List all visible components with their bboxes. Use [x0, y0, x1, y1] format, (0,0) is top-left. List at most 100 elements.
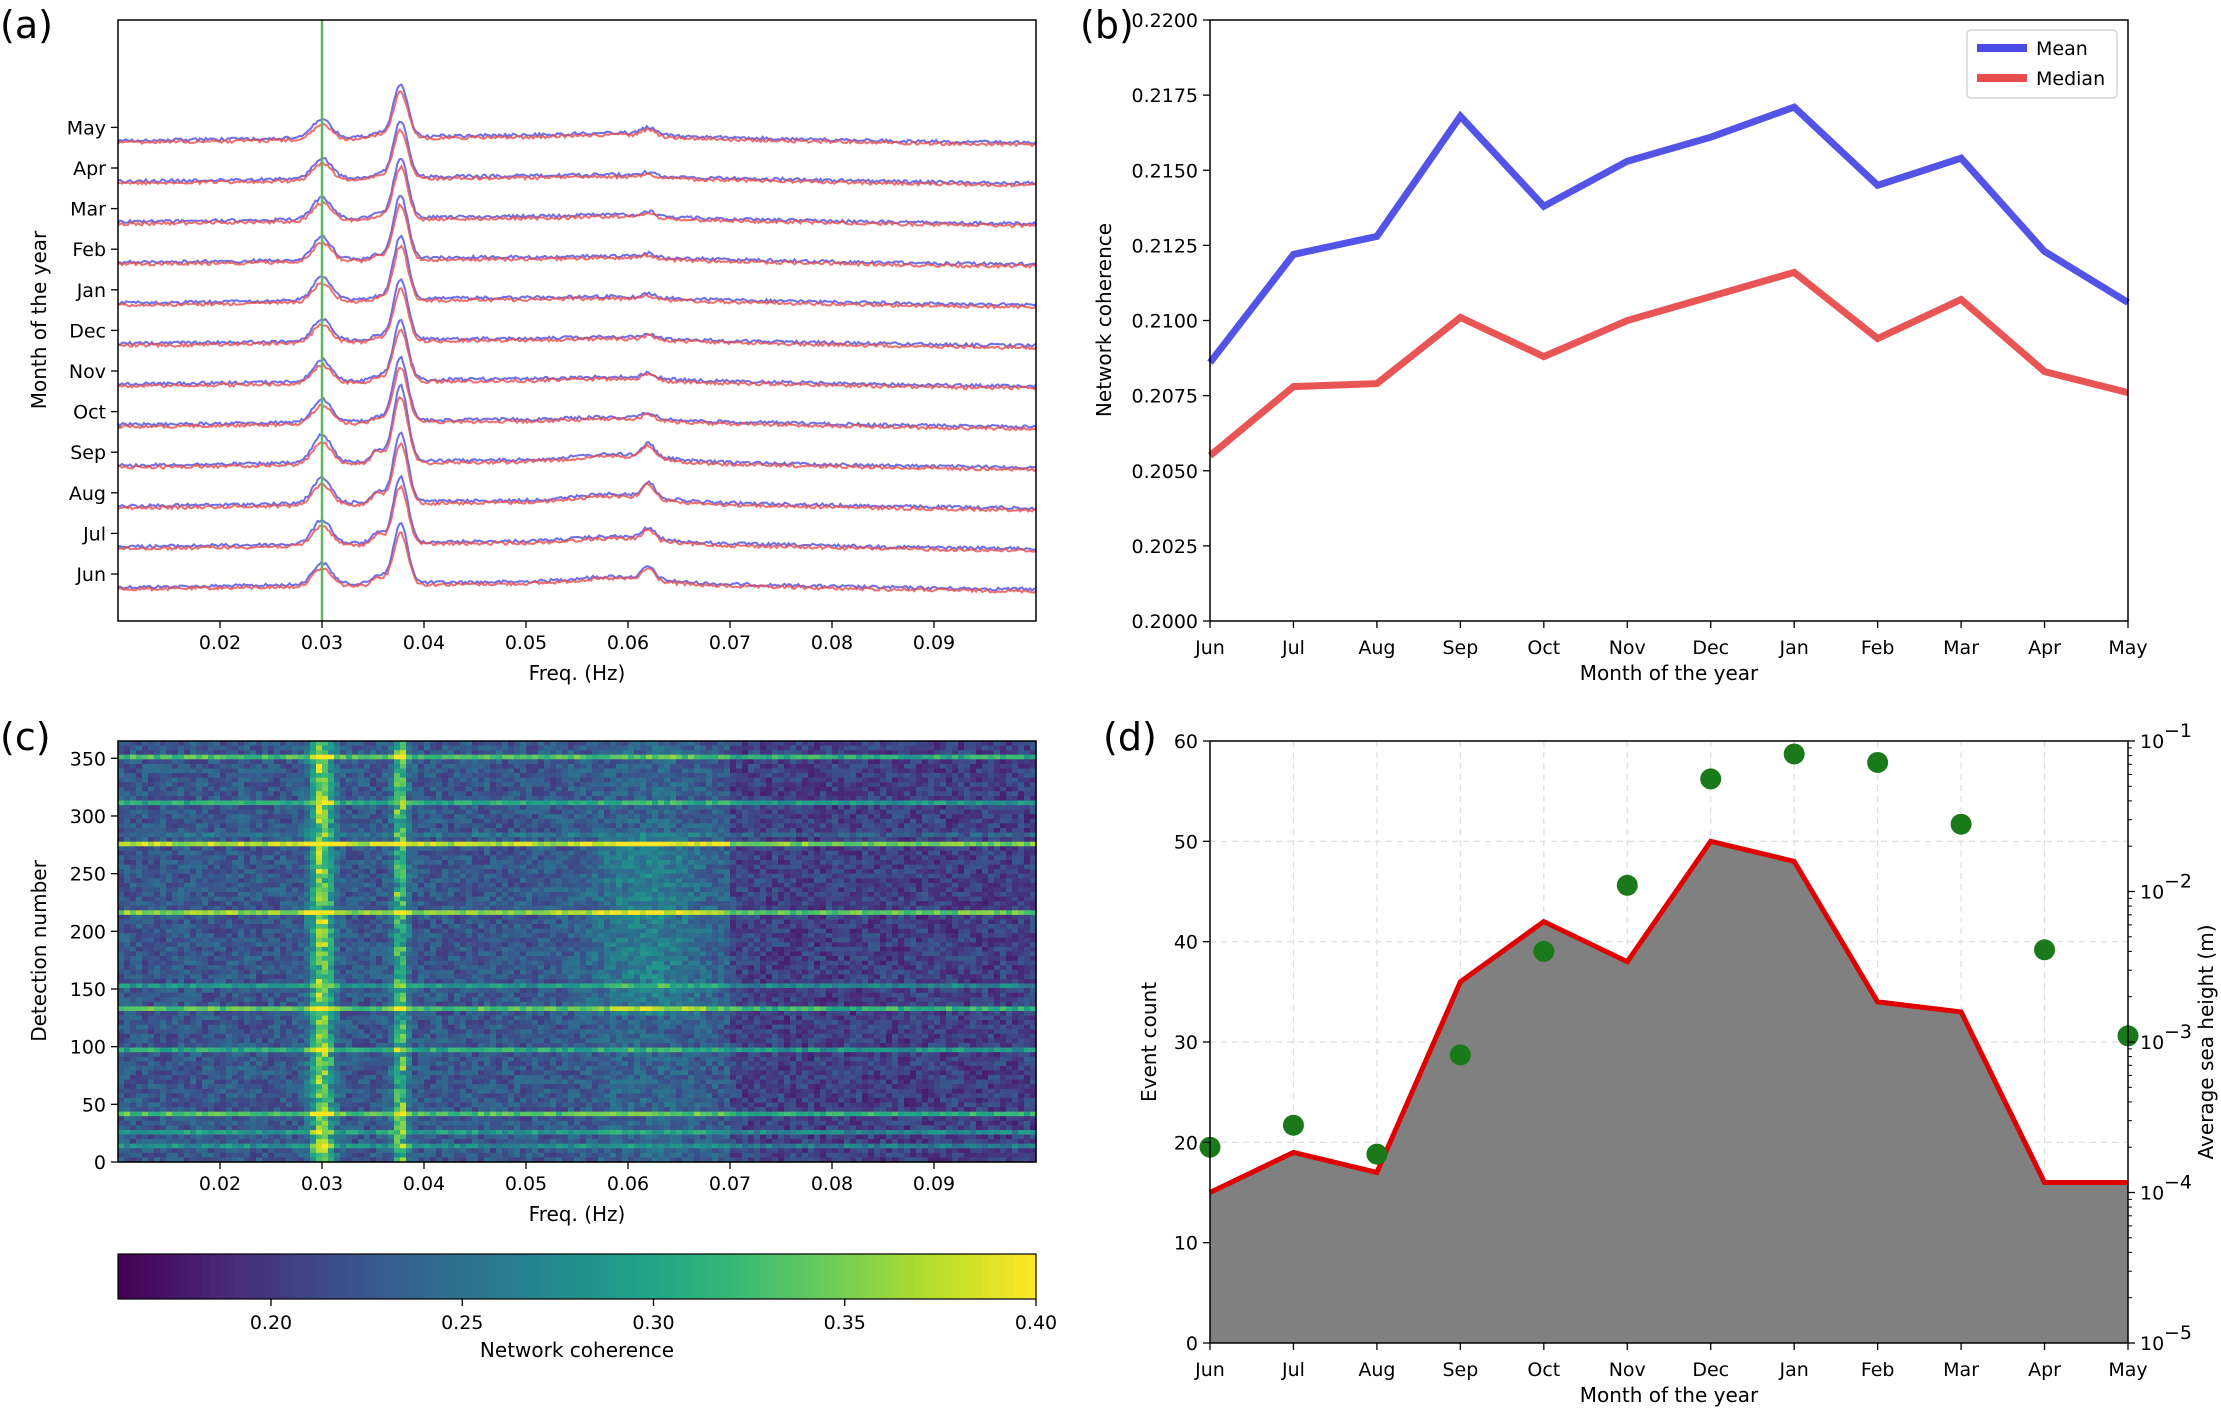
heatmap-cell — [814, 827, 821, 834]
heatmap-cell — [550, 818, 557, 824]
heatmap-cell — [178, 827, 185, 834]
heatmap-cell — [1000, 860, 1007, 866]
heatmap-cell — [430, 750, 437, 756]
heatmap-cell — [646, 759, 653, 765]
heatmap-cell — [754, 809, 761, 815]
heatmap-cell — [502, 864, 509, 870]
heatmap-cell — [802, 855, 809, 861]
heatmap-cell — [946, 850, 953, 856]
heatmap-cell — [484, 814, 491, 820]
heatmap-cell — [358, 795, 365, 802]
heatmap-cell — [760, 827, 767, 834]
heatmap-cell — [826, 782, 833, 788]
heatmap-cell — [898, 800, 905, 806]
spectrum-median-aug — [117, 441, 1037, 513]
heatmap-cell — [634, 814, 641, 820]
heatmap-cell — [340, 791, 347, 797]
heatmap-cell — [406, 869, 413, 875]
heatmap-cell — [190, 754, 197, 760]
heatmap-cell — [226, 841, 233, 847]
heatmap-cell — [874, 786, 881, 792]
heatmap-cell — [364, 768, 371, 774]
heatmap-cell — [496, 873, 503, 879]
heatmap-cell — [400, 763, 407, 770]
heatmap-cell — [958, 805, 965, 811]
heatmap-cell — [892, 786, 899, 792]
heatmap-cell — [136, 818, 143, 824]
heatmap-cell — [478, 745, 485, 751]
heatmap-cell — [430, 878, 437, 884]
heatmap-cell — [634, 850, 641, 856]
heatmap-cell — [454, 832, 461, 838]
heatmap-cell — [748, 745, 755, 751]
heatmap-cell — [370, 791, 377, 797]
heatmap-cell — [1000, 800, 1007, 806]
heatmap-cell — [844, 841, 851, 847]
heatmap-cell — [310, 777, 317, 783]
heatmap-cell — [808, 814, 815, 820]
heatmap-cell — [976, 773, 983, 779]
heatmap-cell — [142, 768, 149, 774]
heatmap-cell — [244, 800, 251, 806]
heatmap-cell — [496, 800, 503, 806]
heatmap-cell — [640, 860, 647, 866]
heatmap-cell — [328, 768, 335, 774]
heatmap-cell — [592, 809, 599, 815]
heatmap-cell — [310, 827, 317, 834]
heatmap-cell — [874, 759, 881, 765]
heatmap-cell — [826, 841, 833, 847]
heatmap-cell — [892, 841, 899, 847]
heatmap-cell — [886, 860, 893, 866]
heatmap-cell — [250, 873, 257, 879]
heatmap-cell — [586, 846, 593, 852]
heatmap-cell — [286, 873, 293, 879]
heatmap-cell — [838, 814, 845, 820]
heatmap-cell — [976, 768, 983, 774]
heatmap-cell — [760, 878, 767, 884]
heatmap-cell — [814, 754, 821, 760]
heatmap-cell — [862, 878, 869, 884]
heatmap-cell — [820, 750, 827, 756]
heatmap-cell — [622, 864, 629, 870]
heatmap-cell — [706, 777, 713, 783]
heatmap-cell — [430, 741, 437, 747]
heatmap-cell — [754, 827, 761, 834]
heatmap-cell — [154, 864, 161, 870]
heatmap-cell — [742, 809, 749, 815]
heatmap-cell — [742, 832, 749, 838]
heatmap-cell — [136, 809, 143, 815]
heatmap-cell — [430, 777, 437, 783]
heatmap-cell — [280, 882, 287, 889]
heatmap-cell — [898, 759, 905, 765]
heatmap-cell — [592, 850, 599, 856]
heatmap-cell — [346, 850, 353, 856]
heatmap-cell — [532, 795, 539, 802]
heatmap-cell — [274, 805, 281, 811]
heatmap-cell — [646, 745, 653, 751]
heatmap-cell — [370, 827, 377, 834]
heatmap-cell — [334, 846, 341, 852]
heatmap-cell — [682, 800, 689, 806]
heatmap-cell — [862, 869, 869, 875]
heatmap-cell — [766, 873, 773, 879]
heatmap-cell — [562, 837, 569, 843]
heatmap-cell — [556, 855, 563, 861]
heatmap-cell — [844, 818, 851, 824]
heatmap-cell — [832, 777, 839, 783]
heatmap-cell — [808, 768, 815, 774]
heatmap-cell — [964, 841, 971, 847]
heatmap-cell — [760, 823, 767, 829]
heatmap-cell — [796, 777, 803, 783]
heatmap-cell — [694, 864, 701, 870]
heatmap-cell — [178, 832, 185, 838]
heatmap-cell — [382, 782, 389, 788]
heatmap-cell — [472, 759, 479, 765]
heatmap-cell — [400, 745, 407, 751]
spectrum-median-jul — [117, 484, 1037, 553]
heatmap-cell — [286, 741, 293, 747]
heatmap-cell — [814, 873, 821, 879]
heatmap-cell — [658, 850, 665, 856]
heatmap-cell — [376, 873, 383, 879]
heatmap-cell — [202, 832, 209, 838]
heatmap-cell — [172, 759, 179, 765]
